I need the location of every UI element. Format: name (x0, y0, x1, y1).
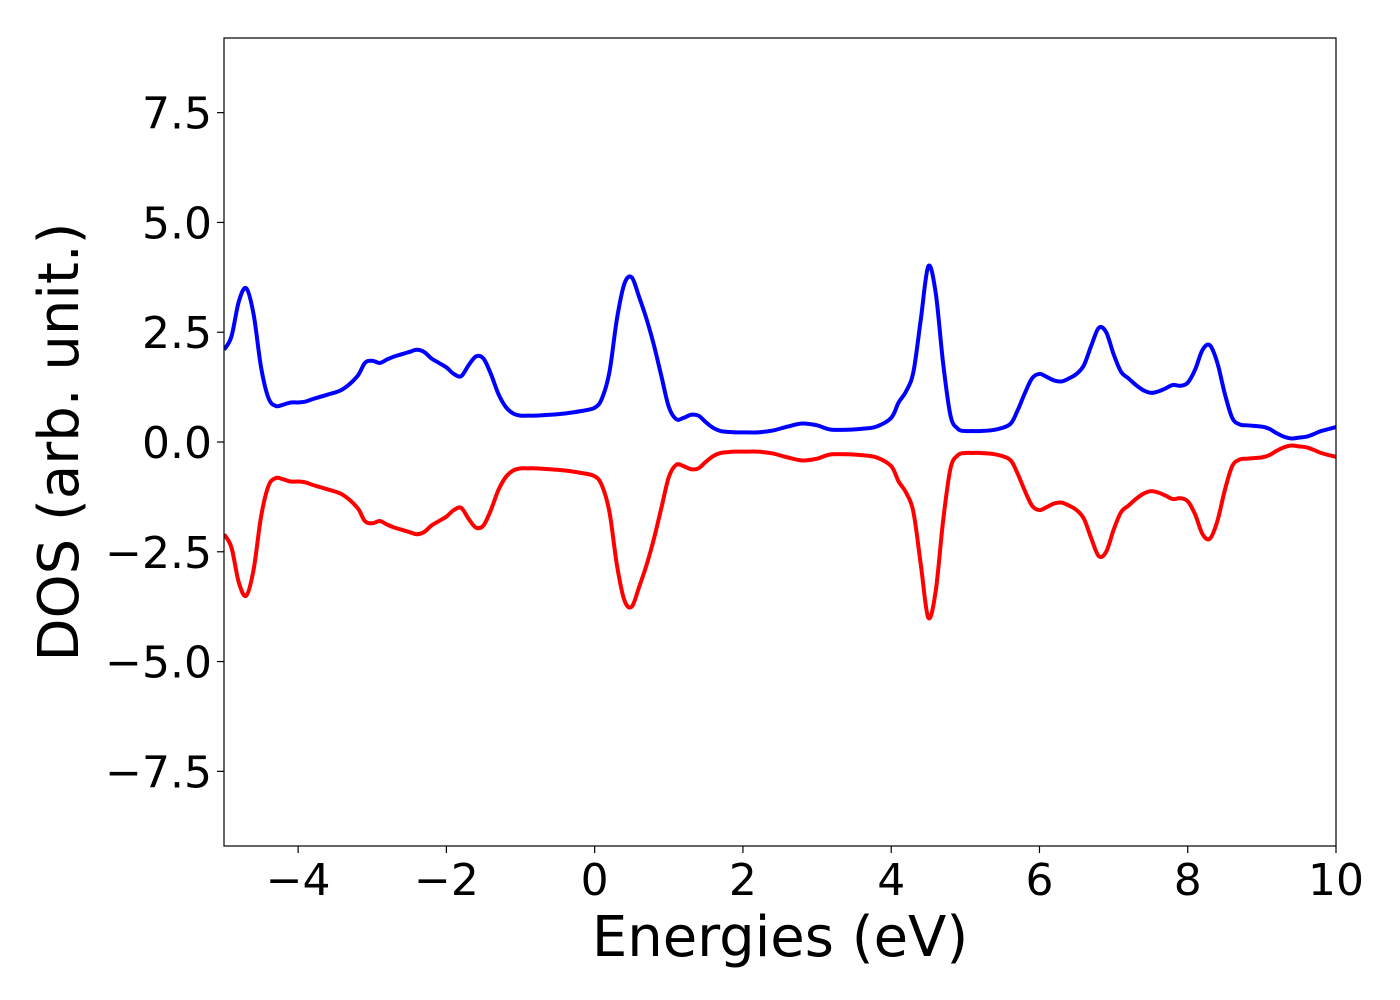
x-tick-label: 4 (877, 855, 905, 906)
y-axis-title: DOS (arb. unit.) (27, 222, 92, 661)
x-tick-label: −4 (266, 855, 331, 906)
plot-frame (223, 37, 1337, 847)
x-tick-label: 2 (729, 855, 757, 906)
x-tick-label: 8 (1174, 855, 1202, 906)
y-tick-label: 0.0 (142, 418, 212, 469)
x-tick-label: 10 (1308, 855, 1364, 906)
x-axis-title: Energies (eV) (592, 905, 968, 970)
series-line-1 (224, 263, 1336, 441)
y-tick-label: 2.5 (142, 308, 212, 359)
y-tick-label: −7.5 (105, 747, 212, 798)
series-layer (224, 263, 1336, 621)
y-tick-label: −5.0 (105, 638, 212, 689)
x-axis-ticks: −4 −2 0 2 4 6 8 10 (266, 846, 1364, 906)
y-axis-ticks: −7.5 −5.0 −2.5 0.0 2.5 5.0 7.5 (105, 89, 224, 798)
series-line-2 (224, 443, 1336, 621)
y-tick-label: −2.5 (105, 528, 212, 579)
y-tick-label: 5.0 (142, 198, 212, 249)
y-tick-label: 7.5 (142, 89, 212, 140)
x-tick-label: 0 (581, 855, 609, 906)
x-tick-label: 6 (1025, 855, 1053, 906)
x-tick-label: −2 (414, 855, 479, 906)
